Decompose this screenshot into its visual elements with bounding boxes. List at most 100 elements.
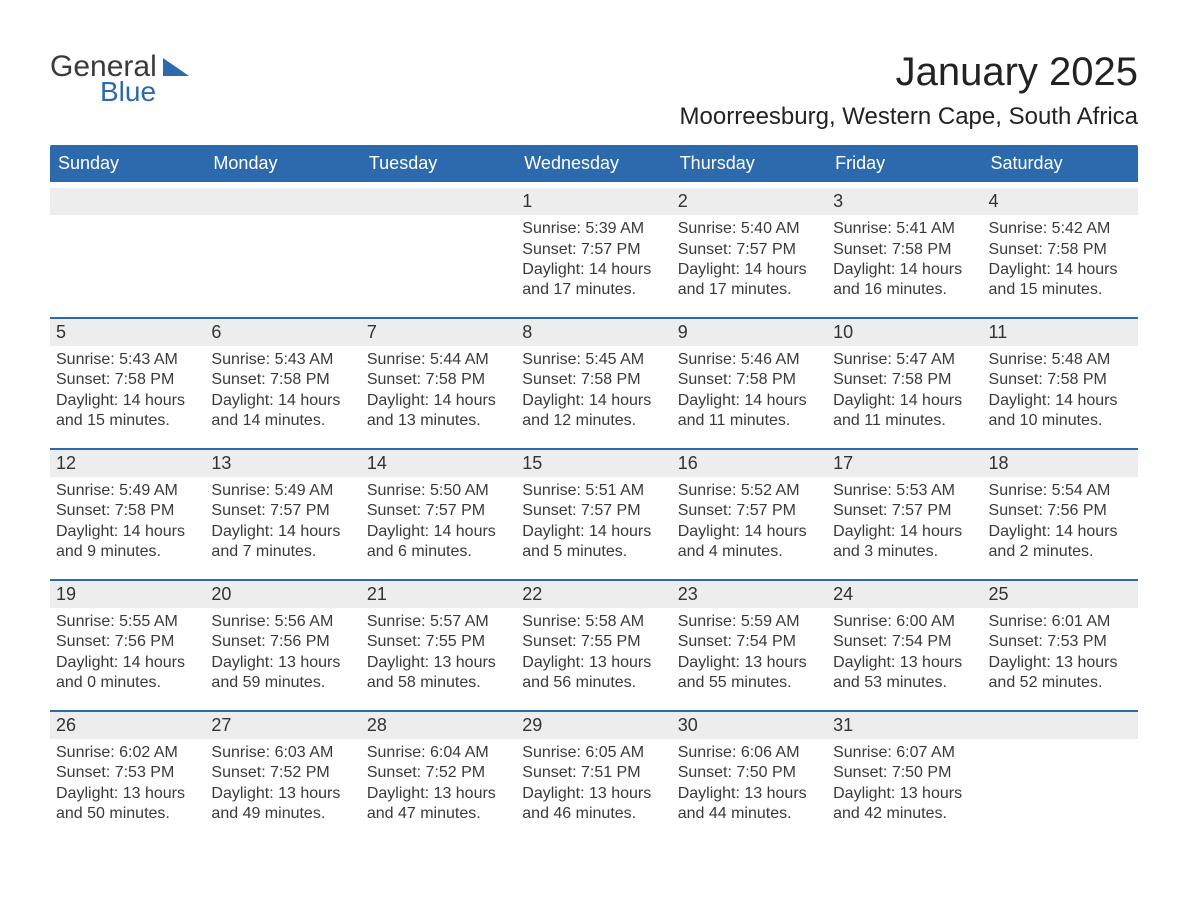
- day-number: .: [50, 188, 205, 215]
- daylight-text: and 14 minutes.: [211, 411, 354, 431]
- day-body: [205, 215, 360, 229]
- calendar-day: 10Sunrise: 5:47 AMSunset: 7:58 PMDayligh…: [827, 319, 982, 442]
- daylight-text: Daylight: 14 hours: [56, 653, 199, 673]
- daylight-text: and 10 minutes.: [989, 411, 1132, 431]
- day-number: 9: [672, 319, 827, 346]
- calendar: Sunday Monday Tuesday Wednesday Thursday…: [50, 145, 1138, 835]
- daylight-text: and 7 minutes.: [211, 542, 354, 562]
- day-number: 2: [672, 188, 827, 215]
- day-number: 12: [50, 450, 205, 477]
- sunset-text: Sunset: 7:55 PM: [522, 632, 665, 652]
- day-number: 19: [50, 581, 205, 608]
- sunset-text: Sunset: 7:58 PM: [833, 370, 976, 390]
- day-body: Sunrise: 6:06 AMSunset: 7:50 PMDaylight:…: [672, 739, 827, 835]
- day-body: Sunrise: 5:45 AMSunset: 7:58 PMDaylight:…: [516, 346, 671, 442]
- daylight-text: Daylight: 14 hours: [522, 260, 665, 280]
- calendar-day: 29Sunrise: 6:05 AMSunset: 7:51 PMDayligh…: [516, 712, 671, 835]
- day-body: [983, 739, 1138, 753]
- sunrise-text: Sunrise: 5:40 AM: [678, 219, 821, 239]
- sunset-text: Sunset: 7:58 PM: [367, 370, 510, 390]
- day-number: 1: [516, 188, 671, 215]
- daylight-text: Daylight: 13 hours: [367, 784, 510, 804]
- sunrise-text: Sunrise: 5:43 AM: [211, 350, 354, 370]
- day-body: Sunrise: 5:58 AMSunset: 7:55 PMDaylight:…: [516, 608, 671, 704]
- day-number: 18: [983, 450, 1138, 477]
- day-body: Sunrise: 6:03 AMSunset: 7:52 PMDaylight:…: [205, 739, 360, 835]
- sunrise-text: Sunrise: 5:48 AM: [989, 350, 1132, 370]
- calendar-day: 6Sunrise: 5:43 AMSunset: 7:58 PMDaylight…: [205, 319, 360, 442]
- day-number: 30: [672, 712, 827, 739]
- daylight-text: Daylight: 14 hours: [522, 391, 665, 411]
- daylight-text: Daylight: 13 hours: [833, 653, 976, 673]
- day-body: Sunrise: 6:01 AMSunset: 7:53 PMDaylight:…: [983, 608, 1138, 704]
- daylight-text: and 49 minutes.: [211, 804, 354, 824]
- page-header: General Blue January 2025 Moorreesburg, …: [50, 50, 1138, 131]
- day-body: Sunrise: 5:41 AMSunset: 7:58 PMDaylight:…: [827, 215, 982, 311]
- day-number: 22: [516, 581, 671, 608]
- daylight-text: and 13 minutes.: [367, 411, 510, 431]
- sunrise-text: Sunrise: 5:46 AM: [678, 350, 821, 370]
- sunset-text: Sunset: 7:51 PM: [522, 763, 665, 783]
- calendar-day: 26Sunrise: 6:02 AMSunset: 7:53 PMDayligh…: [50, 712, 205, 835]
- daylight-text: Daylight: 13 hours: [56, 784, 199, 804]
- sunrise-text: Sunrise: 5:51 AM: [522, 481, 665, 501]
- daylight-text: and 16 minutes.: [833, 280, 976, 300]
- sunset-text: Sunset: 7:56 PM: [211, 632, 354, 652]
- calendar-day: 1Sunrise: 5:39 AMSunset: 7:57 PMDaylight…: [516, 188, 671, 311]
- sunrise-text: Sunrise: 5:39 AM: [522, 219, 665, 239]
- day-body: Sunrise: 5:39 AMSunset: 7:57 PMDaylight:…: [516, 215, 671, 311]
- sunset-text: Sunset: 7:50 PM: [678, 763, 821, 783]
- calendar-day: 24Sunrise: 6:00 AMSunset: 7:54 PMDayligh…: [827, 581, 982, 704]
- sunrise-text: Sunrise: 5:50 AM: [367, 481, 510, 501]
- daylight-text: and 52 minutes.: [989, 673, 1132, 693]
- daylight-text: and 59 minutes.: [211, 673, 354, 693]
- sunrise-text: Sunrise: 5:55 AM: [56, 612, 199, 632]
- day-number: 25: [983, 581, 1138, 608]
- day-body: Sunrise: 5:46 AMSunset: 7:58 PMDaylight:…: [672, 346, 827, 442]
- daylight-text: Daylight: 13 hours: [367, 653, 510, 673]
- sunset-text: Sunset: 7:54 PM: [678, 632, 821, 652]
- day-body: Sunrise: 5:48 AMSunset: 7:58 PMDaylight:…: [983, 346, 1138, 442]
- sunset-text: Sunset: 7:55 PM: [367, 632, 510, 652]
- day-number: .: [205, 188, 360, 215]
- daylight-text: and 50 minutes.: [56, 804, 199, 824]
- day-number: 7: [361, 319, 516, 346]
- sunset-text: Sunset: 7:58 PM: [989, 370, 1132, 390]
- calendar-day: 14Sunrise: 5:50 AMSunset: 7:57 PMDayligh…: [361, 450, 516, 573]
- day-body: Sunrise: 5:55 AMSunset: 7:56 PMDaylight:…: [50, 608, 205, 704]
- weekday-label: Saturday: [983, 145, 1138, 182]
- day-number: 27: [205, 712, 360, 739]
- calendar-week: 19Sunrise: 5:55 AMSunset: 7:56 PMDayligh…: [50, 579, 1138, 704]
- day-number: 17: [827, 450, 982, 477]
- calendar-week: 5Sunrise: 5:43 AMSunset: 7:58 PMDaylight…: [50, 317, 1138, 442]
- sunset-text: Sunset: 7:56 PM: [56, 632, 199, 652]
- day-body: Sunrise: 5:43 AMSunset: 7:58 PMDaylight:…: [50, 346, 205, 442]
- daylight-text: and 17 minutes.: [678, 280, 821, 300]
- title-block: January 2025 Moorreesburg, Western Cape,…: [680, 50, 1138, 131]
- daylight-text: and 44 minutes.: [678, 804, 821, 824]
- daylight-text: Daylight: 14 hours: [989, 260, 1132, 280]
- sunrise-text: Sunrise: 6:07 AM: [833, 743, 976, 763]
- sunrise-text: Sunrise: 5:44 AM: [367, 350, 510, 370]
- daylight-text: Daylight: 13 hours: [678, 784, 821, 804]
- day-number: 24: [827, 581, 982, 608]
- day-number: 16: [672, 450, 827, 477]
- sunset-text: Sunset: 7:58 PM: [989, 240, 1132, 260]
- sunrise-text: Sunrise: 6:06 AM: [678, 743, 821, 763]
- day-number: 13: [205, 450, 360, 477]
- sunrise-text: Sunrise: 5:56 AM: [211, 612, 354, 632]
- calendar-day: 18Sunrise: 5:54 AMSunset: 7:56 PMDayligh…: [983, 450, 1138, 573]
- calendar-day: 30Sunrise: 6:06 AMSunset: 7:50 PMDayligh…: [672, 712, 827, 835]
- daylight-text: and 11 minutes.: [678, 411, 821, 431]
- day-number: 11: [983, 319, 1138, 346]
- daylight-text: Daylight: 13 hours: [833, 784, 976, 804]
- day-number: 29: [516, 712, 671, 739]
- sunset-text: Sunset: 7:56 PM: [989, 501, 1132, 521]
- daylight-text: and 5 minutes.: [522, 542, 665, 562]
- sunset-text: Sunset: 7:54 PM: [833, 632, 976, 652]
- sunrise-text: Sunrise: 5:54 AM: [989, 481, 1132, 501]
- daylight-text: Daylight: 14 hours: [678, 522, 821, 542]
- daylight-text: and 6 minutes.: [367, 542, 510, 562]
- day-body: Sunrise: 5:52 AMSunset: 7:57 PMDaylight:…: [672, 477, 827, 573]
- daylight-text: and 15 minutes.: [56, 411, 199, 431]
